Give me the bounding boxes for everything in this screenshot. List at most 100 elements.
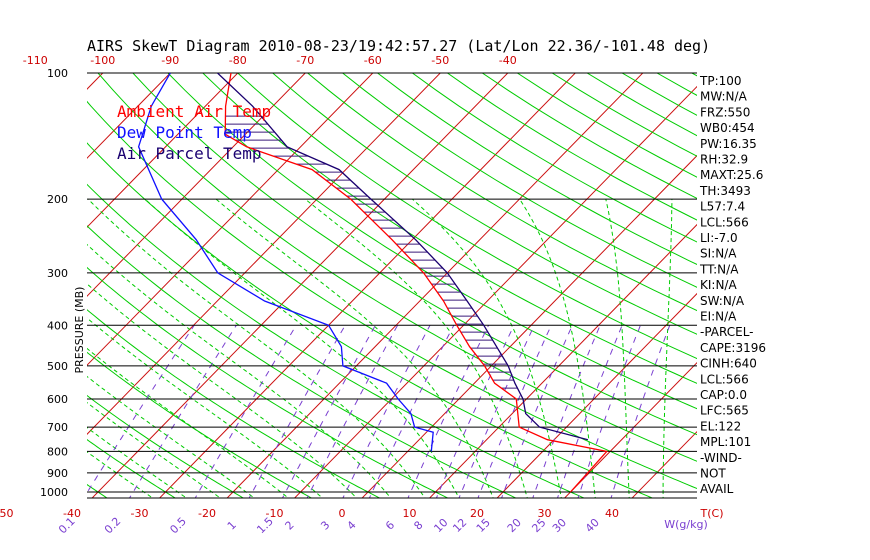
dry-adiabat-line [167, 73, 697, 410]
dewpoint-temp-line [137, 73, 434, 452]
bottom-temp-tick-label: -10 [266, 507, 284, 520]
top-temp-tick-label: -100 [90, 54, 115, 67]
top-temp-tick-label: -70 [296, 54, 314, 67]
stat-line: EL:122 [700, 419, 741, 433]
pressure-tick-label: 200 [47, 193, 68, 206]
mixing-ratio-line [477, 325, 552, 498]
isotherm-line [361, 154, 697, 498]
isotherm-line [87, 73, 171, 159]
stat-line: WB0:454 [700, 121, 755, 135]
top-temp-tick-label: -40 [499, 54, 517, 67]
cape-hatching [225, 115, 518, 389]
top-temp-tick-label: -110 [23, 54, 48, 67]
chart-title: AIRS SkewT Diagram 2010-08-23/19:42:57.2… [87, 37, 710, 55]
top-temp-tick-label: -80 [229, 54, 247, 67]
isotherm-line [87, 73, 306, 297]
stat-line: TP:100 [699, 74, 742, 88]
dry-adiabat-line [87, 483, 108, 498]
stat-line: SW:N/A [700, 294, 745, 308]
dry-adiabat-line [412, 73, 697, 243]
isotherm-line [87, 73, 441, 435]
pressure-tick-label: 100 [47, 67, 68, 80]
dry-adiabats [0, 73, 870, 501]
dry-adiabat-line [237, 73, 697, 360]
stat-line: -PARCEL- [700, 325, 754, 339]
dry-adiabat-line [87, 439, 177, 498]
mixing-ratio-tick-label: 6 [383, 518, 397, 532]
stat-line: TH:3493 [699, 184, 751, 198]
pressure-tick-label: 500 [47, 360, 68, 373]
dry-adiabat-line [797, 73, 870, 501]
legend-entry: Ambient Air Temp [117, 102, 271, 121]
legend-entry: Air Parcel Temp [117, 144, 262, 163]
isotherm-line [293, 85, 697, 498]
isotherm-line [496, 292, 697, 498]
parcel-temp-line [217, 73, 589, 441]
bottom-temp-tick-label: 20 [470, 507, 484, 520]
dry-adiabat-line [656, 73, 697, 96]
profile-lines [137, 73, 609, 493]
stat-line: PW:16.35 [700, 137, 757, 151]
isobars [87, 72, 697, 499]
bottom-temp-tick-label: -40 [63, 507, 81, 520]
pressure-tick-label: 600 [47, 393, 68, 406]
top-temp-tick-label: -50 [431, 54, 449, 67]
bottom-temp-tick-label: 0 [339, 507, 346, 520]
stat-line: SI:N/A [700, 247, 737, 261]
pressure-tick-label: 800 [47, 445, 68, 458]
pressure-tick-label: 300 [47, 267, 68, 280]
isotherm-line [87, 73, 239, 228]
moist-adiabat-line [412, 198, 562, 498]
mixing-ratio-unit-label: W(g/kg) [664, 518, 708, 531]
pressure-tick-label: 900 [47, 467, 68, 480]
mixing-ratio-line [306, 325, 399, 498]
pressure-tick-label: 700 [47, 421, 68, 434]
moist-adiabat-line [87, 283, 358, 498]
top-temp-tick-label: -90 [161, 54, 179, 67]
moist-adiabat-line [215, 198, 494, 498]
stat-line: CAP:0.0 [700, 388, 747, 402]
isotherm-line [87, 73, 374, 366]
dry-adiabat-line [517, 73, 697, 178]
mixing-ratio-tick-label: 10 [431, 516, 450, 535]
dry-adiabat-line [87, 183, 586, 498]
stat-line: MPL:101 [700, 435, 751, 449]
stat-line: LI:-7.0 [700, 231, 738, 245]
dry-adiabat-line [0, 73, 43, 501]
mixing-ratio-tick-label: 0.2 [102, 515, 124, 537]
bottom-temp-tick-label: -30 [131, 507, 149, 520]
moist-adiabat-line [87, 402, 222, 498]
bottom-temp-tick-label: -50 [0, 507, 13, 520]
stat-line: NOT [700, 467, 726, 481]
dry-adiabat-line [307, 73, 697, 312]
dry-adiabat-line [132, 73, 697, 436]
stat-line: MAXT:25.6 [700, 168, 763, 182]
mixing-ratio-tick-label: 3 [318, 518, 332, 532]
moist-adiabat-line [662, 199, 673, 498]
dry-adiabat-line [447, 73, 697, 221]
mixing-ratio-tick-label: 8 [411, 518, 425, 532]
stat-line: KI:N/A [700, 278, 737, 292]
mixing-ratio-tick-label: 12 [450, 516, 469, 535]
dry-adiabat-line [97, 73, 697, 462]
dry-adiabat-line [87, 394, 245, 498]
stat-line: CAPE:3196 [700, 341, 766, 355]
dry-adiabat-line [87, 266, 449, 498]
bottom-temp-tick-label: 30 [538, 507, 552, 520]
moist-adiabat-line [87, 427, 188, 498]
isotherm-line [91, 73, 509, 498]
mixing-ratio-line [458, 325, 535, 498]
stat-line: FRZ:550 [700, 105, 750, 119]
moist-adiabat-line [87, 198, 426, 498]
stat-line: AVAIL [700, 482, 734, 496]
stat-line: EI:N/A [700, 310, 737, 324]
mixing-ratio-tick-label: 2 [283, 518, 297, 532]
moist-adiabat-line [87, 375, 256, 498]
stat-line: MW:N/A [700, 90, 748, 104]
mixing-ratio-tick-label: 30 [550, 516, 569, 535]
mixing-ratio-tick-label: 4 [345, 518, 359, 532]
bottom-temp-tick-label: -20 [198, 507, 216, 520]
dry-adiabat-line [377, 73, 697, 265]
moist-adiabat-line [519, 198, 596, 498]
